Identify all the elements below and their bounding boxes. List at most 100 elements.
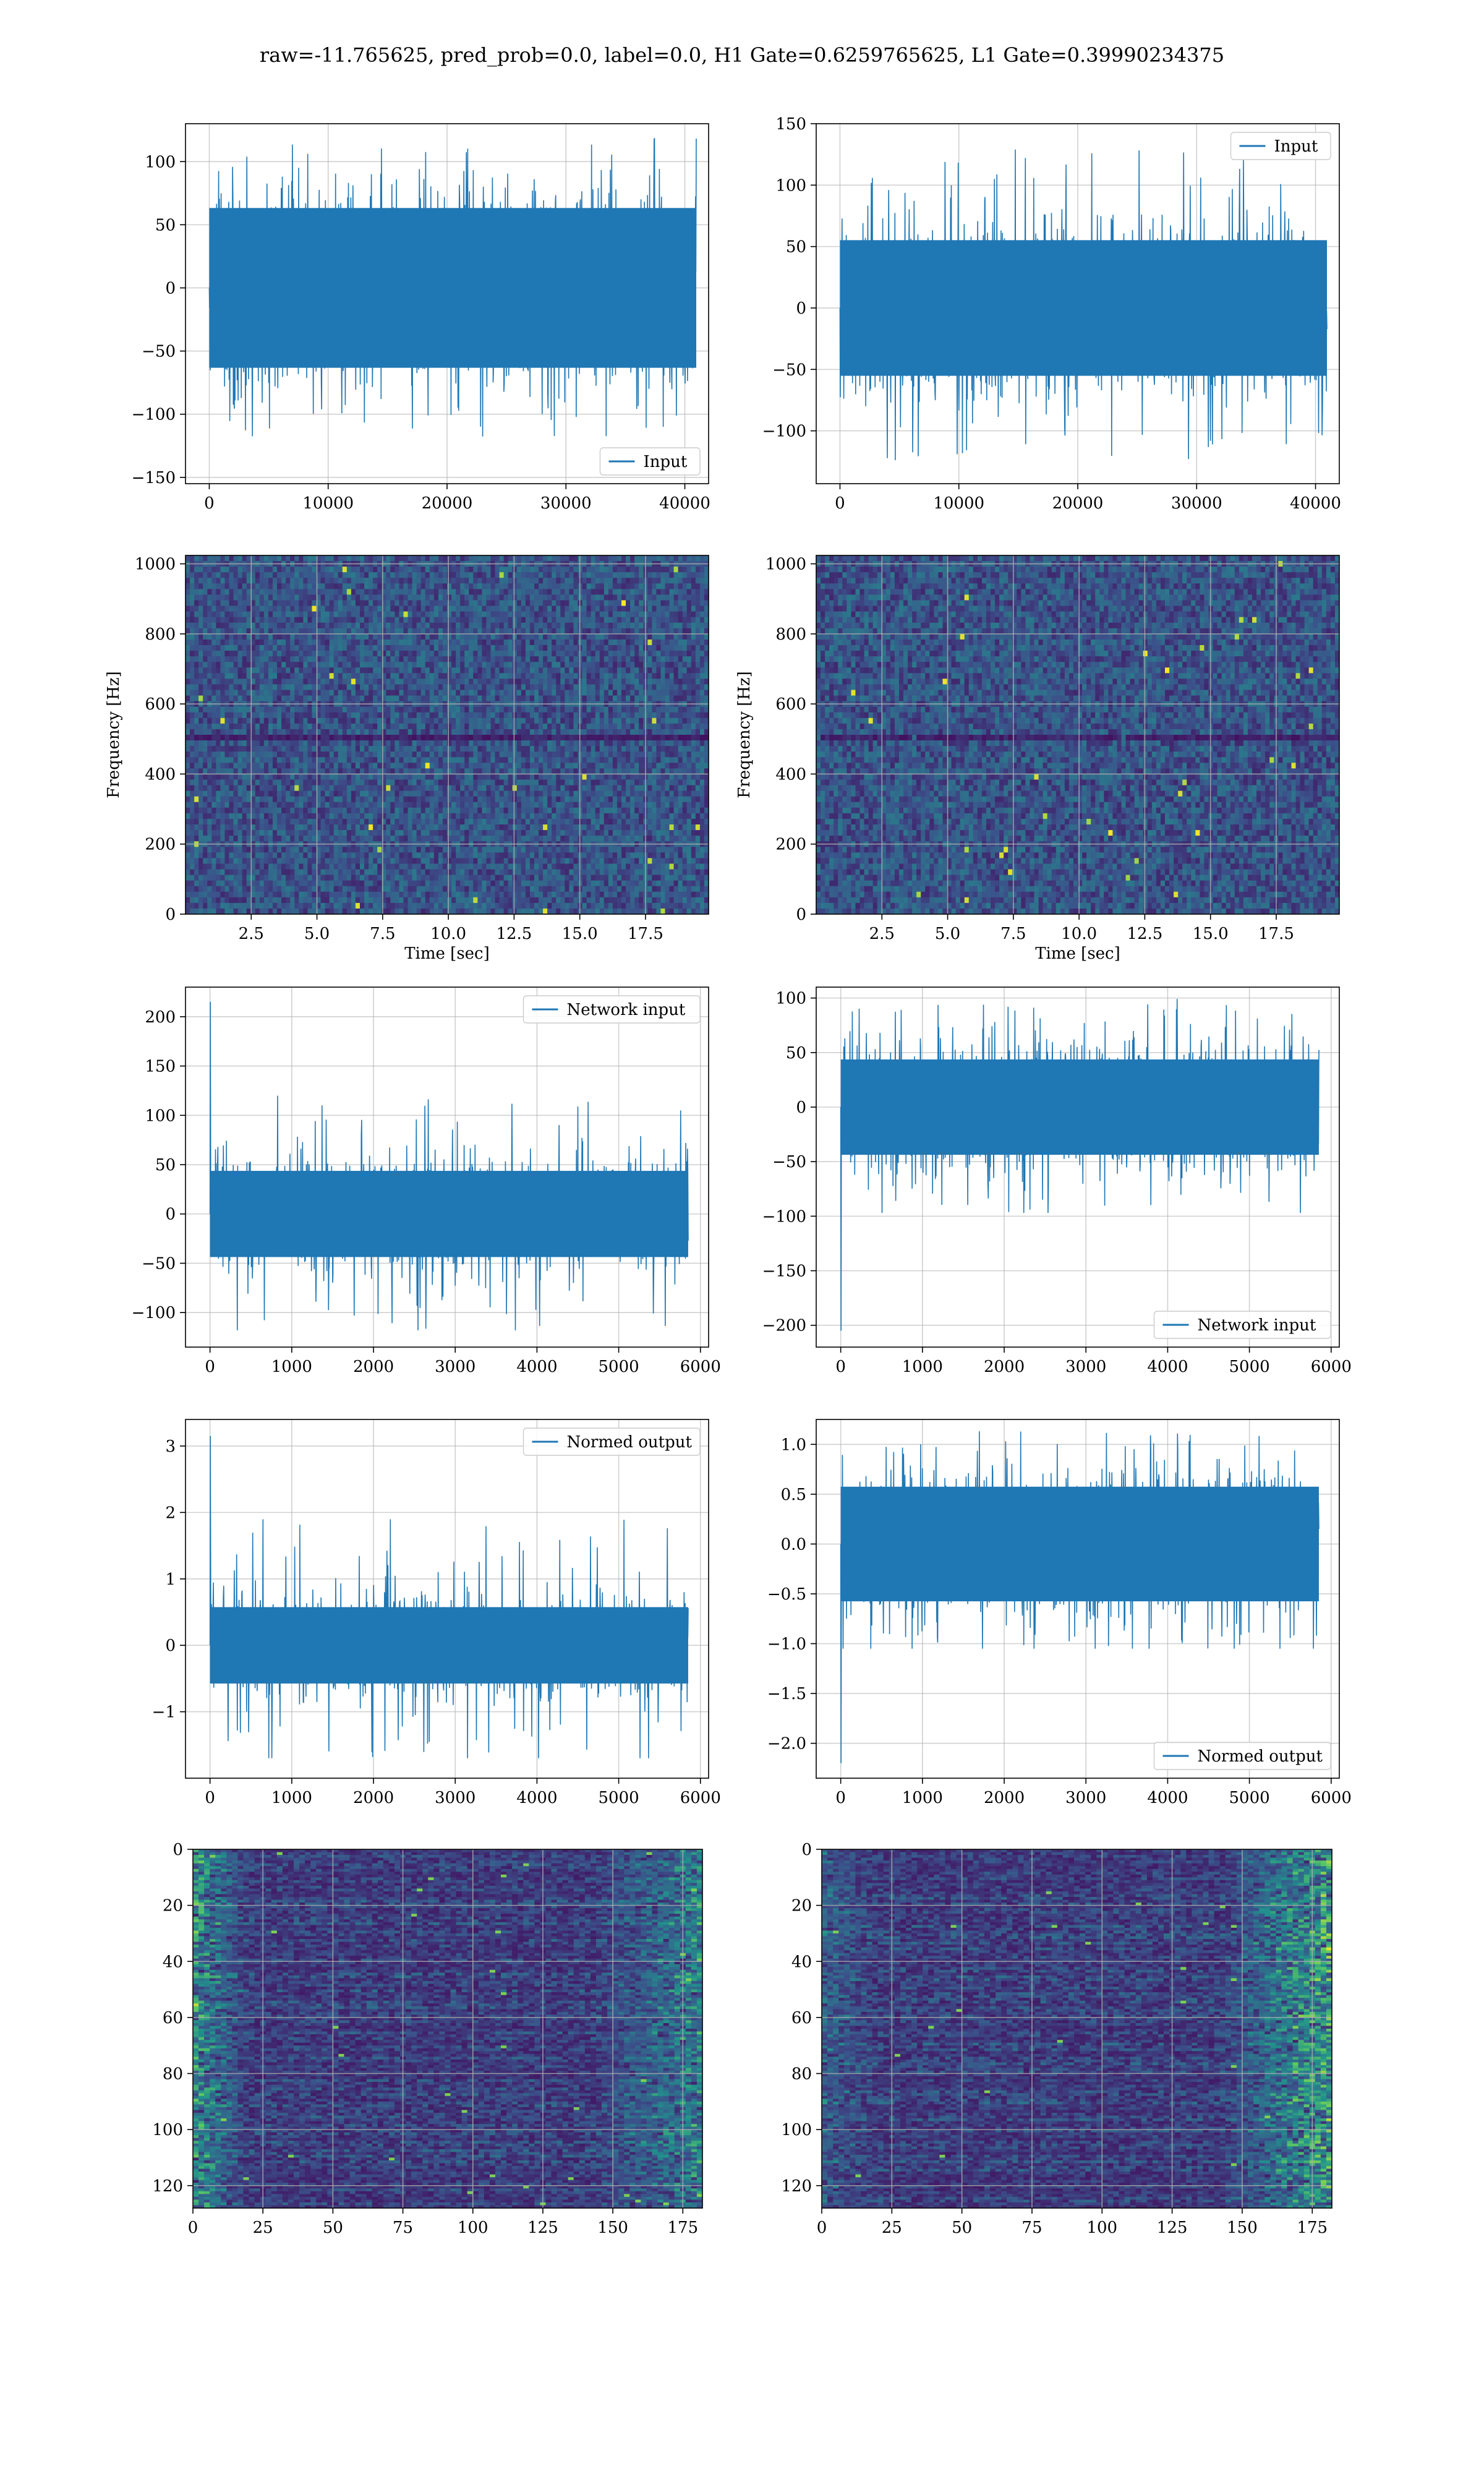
heatmap-cell — [473, 572, 478, 578]
heatmap-cell — [673, 768, 679, 775]
heatmap-cell — [346, 717, 352, 724]
heatmap-cell — [608, 763, 613, 769]
heatmap-cell — [382, 611, 386, 618]
heatmap-cell — [425, 656, 430, 662]
heatmap-cell — [273, 667, 278, 674]
heatmap-cell — [333, 751, 339, 758]
heatmap-cell — [346, 633, 352, 640]
heatmap-cell — [286, 606, 291, 612]
heatmap-cell — [373, 594, 378, 601]
heatmap-cell — [582, 606, 587, 612]
heatmap-cell — [403, 606, 409, 612]
heatmap-cell — [634, 622, 639, 629]
heatmap-cell — [338, 706, 343, 713]
heatmap-cell — [338, 555, 343, 562]
heatmap-cell — [425, 667, 430, 674]
heatmap-cell — [290, 578, 295, 584]
heatmap-cell — [403, 735, 409, 741]
heatmap-cell — [312, 567, 317, 573]
heatmap-cell — [665, 667, 670, 674]
heatmap-cell — [473, 628, 478, 635]
heatmap-cell — [224, 567, 230, 573]
heatmap-cell — [525, 578, 531, 584]
heatmap-cell — [556, 667, 561, 674]
heatmap-cell — [268, 651, 273, 657]
heatmap-cell — [616, 555, 622, 562]
heatmap-cell — [259, 735, 265, 741]
heatmap-cell — [290, 774, 295, 781]
heatmap-cell — [263, 706, 269, 713]
heatmap-cell — [338, 723, 343, 730]
heatmap-cell — [412, 768, 417, 775]
heatmap-cell — [416, 673, 422, 679]
heatmap-cell — [351, 667, 356, 674]
heatmap-cell — [394, 583, 400, 589]
heatmap-cell — [525, 723, 531, 730]
heatmap-cell — [647, 768, 652, 775]
heatmap-cell — [582, 633, 587, 640]
heatmap-cell — [456, 600, 461, 607]
heatmap-cell — [325, 678, 330, 685]
heatmap-cell — [591, 611, 596, 618]
heatmap-cell — [312, 589, 317, 596]
heatmap-cell — [503, 673, 509, 679]
heatmap-cell — [203, 751, 208, 758]
heatmap-cell — [377, 628, 382, 635]
heatmap-cell — [656, 667, 662, 674]
heatmap-cell — [621, 567, 626, 573]
heatmap-cell — [412, 651, 417, 657]
heatmap-cell — [595, 768, 600, 775]
heatmap-cell — [220, 639, 226, 646]
heatmap-cell — [539, 622, 544, 629]
heatmap-cell — [412, 723, 417, 730]
heatmap-cell — [286, 746, 291, 752]
heatmap-cell — [682, 746, 688, 752]
y-tick-label: −100 — [762, 422, 806, 441]
heatmap-cell — [456, 606, 461, 612]
heatmap-cell — [612, 622, 618, 629]
heatmap-cell — [591, 594, 596, 601]
heatmap-cell — [652, 667, 657, 674]
heatmap-cell — [425, 617, 430, 623]
heatmap-cell — [237, 628, 243, 635]
heatmap-cell — [233, 555, 239, 562]
heatmap-cell — [516, 555, 522, 562]
heatmap-cell — [565, 684, 569, 691]
heatmap-cell — [704, 555, 709, 562]
heatmap-cell — [220, 684, 226, 691]
heatmap-cell — [342, 712, 348, 719]
heatmap-cell — [338, 751, 343, 758]
heatmap-cell — [351, 633, 356, 640]
heatmap-cell — [338, 729, 343, 735]
heatmap-cell — [591, 768, 596, 775]
heatmap-cell — [525, 567, 531, 573]
heatmap-cell — [456, 751, 461, 758]
heatmap-cell — [456, 763, 461, 769]
heatmap-cell — [565, 774, 569, 781]
heatmap-cell — [547, 717, 552, 724]
heatmap-cell — [456, 555, 461, 562]
heatmap-cell — [433, 735, 439, 741]
heatmap-cell — [486, 706, 492, 713]
legend-label: Input — [1274, 137, 1318, 156]
heatmap-cell — [508, 600, 513, 607]
heatmap-cell — [307, 684, 313, 691]
heatmap-cell — [429, 622, 435, 629]
heatmap-cell — [416, 617, 422, 623]
heatmap-cell — [442, 729, 448, 735]
heatmap-cell — [263, 589, 269, 596]
heatmap-cell — [656, 651, 662, 657]
heatmap-cell — [639, 628, 644, 635]
heatmap-cell — [246, 729, 252, 735]
heatmap-cell — [477, 717, 482, 724]
heatmap-cell — [695, 706, 701, 713]
heatmap-cell — [224, 578, 230, 584]
heatmap-cell — [346, 706, 352, 713]
heatmap-cell — [320, 662, 326, 668]
heatmap-cell — [608, 746, 613, 752]
heatmap-cell — [386, 706, 391, 713]
heatmap-cell — [360, 606, 365, 612]
heatmap-cell — [438, 774, 443, 781]
heatmap-cell — [556, 555, 561, 562]
heatmap-cell — [233, 594, 239, 601]
